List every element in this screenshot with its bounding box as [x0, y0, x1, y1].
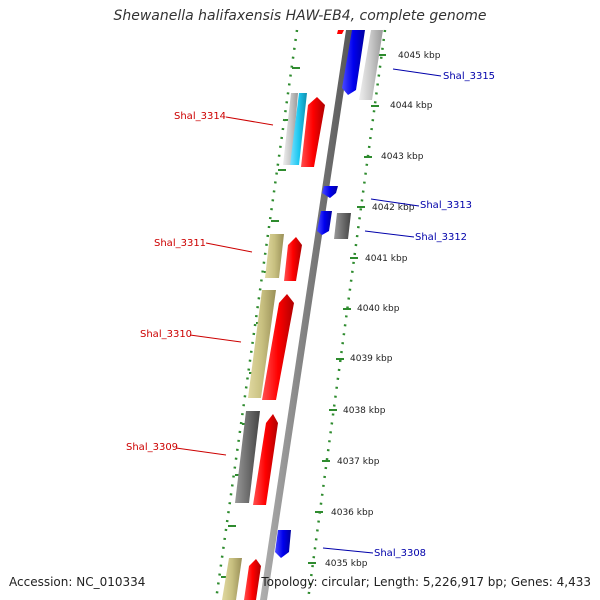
- gene-label-shal-3310[interactable]: Shal_3310: [140, 329, 192, 340]
- right-tick-marks: [308, 54, 386, 564]
- feature-top-red: [337, 30, 344, 34]
- tick-label-4043: 4043 kbp: [381, 152, 424, 162]
- tick-label-4045: 4045 kbp: [398, 51, 441, 61]
- genome-backbone: [260, 30, 353, 600]
- gene-label-shal-3314[interactable]: Shal_3314: [174, 111, 226, 122]
- map-title: Shewanella halifaxensis HAW-EB4, complet…: [113, 8, 487, 24]
- gene-label-shal-3315[interactable]: Shal_3315: [443, 71, 495, 82]
- topology-text: Topology: circular; Length: 5,226,917 bp…: [261, 575, 591, 589]
- feature-shal-3312-blue: [317, 211, 332, 235]
- gene-label-shal-3311[interactable]: Shal_3311: [154, 238, 206, 249]
- tick-label-4041: 4041 kbp: [365, 254, 408, 264]
- feature-shal-3311-red: [284, 237, 302, 281]
- tick-label-4042: 4042 kbp: [372, 203, 415, 213]
- right-leader-lines: [322, 68, 442, 554]
- feature-bottom-red: [244, 559, 261, 600]
- feature-shal-3314-light: [283, 93, 298, 165]
- feature-shal-3309-gray: [235, 411, 260, 503]
- tick-label-4037: 4037 kbp: [337, 457, 380, 467]
- feature-shal-3310-tan: [248, 290, 276, 398]
- feature-shal-3315-blue: [342, 30, 365, 95]
- gene-label-shal-3309[interactable]: Shal_3309: [126, 442, 178, 453]
- feature-shal-3313: [322, 186, 338, 198]
- tick-label-4040: 4040 kbp: [357, 304, 400, 314]
- feature-shal-3314-cyan: [290, 93, 307, 165]
- tick-label-4044: 4044 kbp: [390, 101, 433, 111]
- tick-label-4035: 4035 kbp: [325, 559, 368, 569]
- tick-label-4039: 4039 kbp: [350, 354, 393, 364]
- tick-label-4036: 4036 kbp: [331, 508, 374, 518]
- accession-text: Accession: NC_010334: [9, 575, 146, 589]
- tick-labels: 4045 kbp 4044 kbp 4043 kbp 4042 kbp 4041…: [325, 51, 441, 569]
- feature-shal-3311-tan: [265, 234, 284, 278]
- gene-label-shal-3313[interactable]: Shal_3313: [420, 200, 472, 211]
- feature-shal-3309-red: [253, 414, 278, 505]
- feature-shal-3308: [275, 530, 291, 558]
- gene-label-shal-3308[interactable]: Shal_3308: [374, 548, 426, 559]
- gene-label-shal-3312[interactable]: Shal_3312: [415, 232, 467, 243]
- feature-bottom-tan: [222, 558, 242, 600]
- feature-shal-3310-red: [262, 294, 294, 400]
- feature-shal-3314-red: [301, 97, 325, 167]
- feature-shal-3315-gray: [359, 30, 383, 100]
- feature-shal-3312-gray: [334, 213, 351, 239]
- tick-label-4038: 4038 kbp: [343, 406, 386, 416]
- left-leader-lines: [175, 116, 274, 456]
